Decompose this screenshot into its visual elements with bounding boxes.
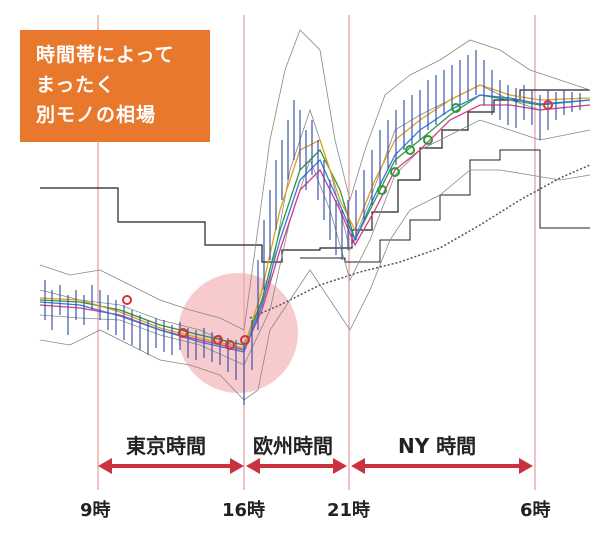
session-dividers <box>97 15 536 490</box>
callout-box: 時間帯によって まったく 別モノの相場 <box>20 30 210 142</box>
session-arrows <box>98 458 533 474</box>
session-label-tokyo: 東京時間 <box>126 434 206 458</box>
step-line <box>40 89 590 263</box>
callout-line-2: まったく <box>36 74 116 96</box>
signal-markers <box>122 100 553 350</box>
session-label-ny: NY 時間 <box>398 434 477 458</box>
session-label-europe: 欧州時間 <box>253 434 333 458</box>
tick-16: 16時 <box>222 500 266 521</box>
tick-9: 9時 <box>80 500 111 521</box>
tick-21: 21時 <box>327 500 371 521</box>
trend-dots <box>249 164 591 319</box>
tick-6: 6時 <box>520 500 551 521</box>
step-line-2 <box>300 149 590 263</box>
volatility-highlight <box>178 273 298 393</box>
callout-line-3: 別モノの相場 <box>36 104 157 126</box>
callout-line-1: 時間帯によって <box>36 44 175 66</box>
